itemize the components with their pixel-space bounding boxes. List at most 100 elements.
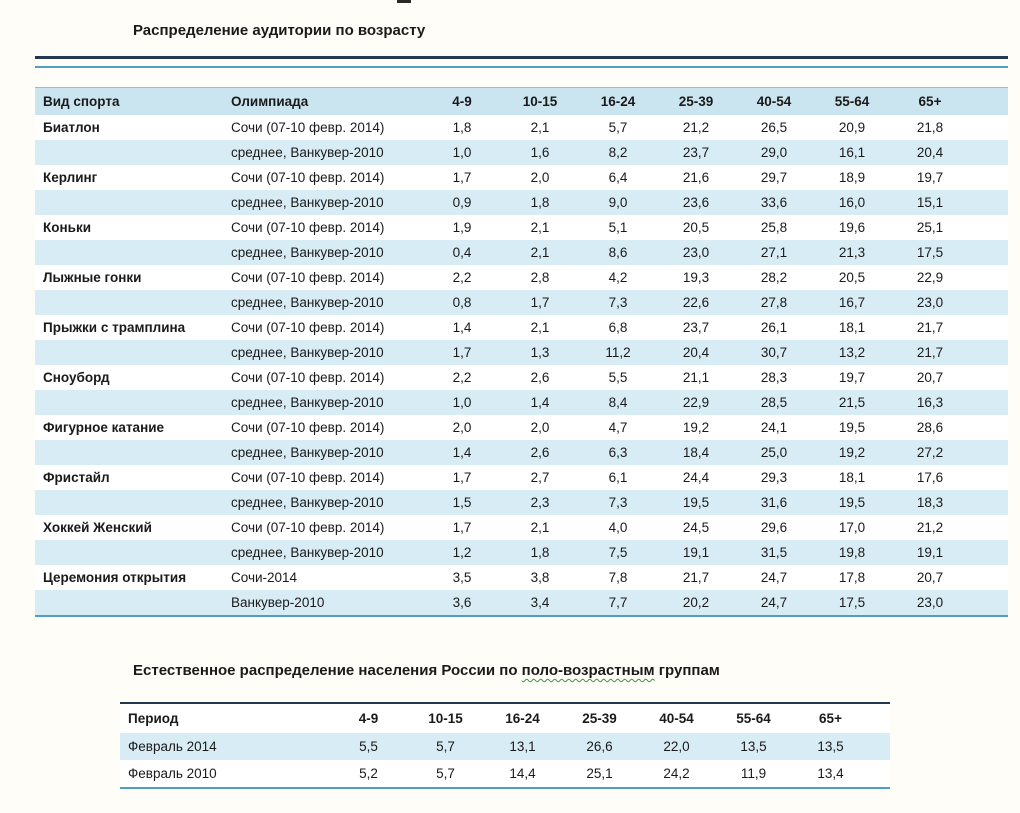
sport-cell (35, 440, 223, 465)
audience-header-row: Вид спорта Олимпиада 4-9 10-15 16-24 25-… (35, 87, 1008, 115)
olympiad-cell: Сочи (07-10 февр. 2014) (231, 270, 385, 285)
col-header-age-10-15: 10-15 (501, 87, 579, 115)
value-cell: 5,1 (608, 220, 628, 235)
value-cell: 2,2 (452, 370, 472, 385)
value-cell: 1,8 (452, 120, 472, 135)
value-cell: 25,1 (916, 220, 944, 235)
value-cell: 16,0 (813, 190, 891, 215)
olympiad-cell: среднее, Ванкувер-2010 (223, 390, 423, 415)
value-cell: 13,2 (813, 340, 891, 365)
olympiad-cell: среднее, Ванкувер-2010 (223, 240, 423, 265)
value-cell: 1,5 (423, 490, 501, 515)
value-cell: 8,6 (579, 240, 657, 265)
col-header-age-65-plus: 65+ (819, 711, 842, 726)
col-header-sport: Вид спорта (35, 87, 223, 115)
audience-table-row: Церемония открытия Сочи-2014 3,5 3,8 7,8 21,7… (35, 565, 1008, 590)
value-cell: 21,7 (916, 320, 944, 335)
value-cell: 1,4 (423, 440, 501, 465)
value-cell: 16,3 (891, 390, 969, 415)
value-cell: 2,6 (501, 440, 579, 465)
audience-table-row: среднее, Ванкувер-2010 1,7 1,3 11,2 20,4 30,7… (35, 340, 1008, 365)
value-cell: 33,6 (735, 190, 813, 215)
population-table-body: Февраль 2014 5,5 5,7 13,1 26,6 22,0 13,5 13,5 Фе… (120, 733, 890, 788)
value-cell: 20,4 (657, 340, 735, 365)
value-cell: 22,6 (657, 290, 735, 315)
col-header-age-65-plus: 65+ (891, 87, 969, 115)
value-cell: 1,7 (501, 290, 579, 315)
olympiad-cell: Сочи (07-10 февр. 2014) (231, 520, 385, 535)
value-cell: 23,6 (657, 190, 735, 215)
value-cell: 21,1 (682, 370, 710, 385)
value-cell: 0,4 (423, 240, 501, 265)
value-cell: 24,5 (682, 520, 710, 535)
value-cell: 1,7 (452, 470, 472, 485)
value-cell: 7,7 (579, 590, 657, 616)
row-spacer (969, 565, 1008, 590)
population-title-before: Естественное распределение населения Рос… (133, 662, 522, 679)
sport-cell: Прыжки с трамплина (43, 320, 186, 335)
value-cell: 19,2 (682, 420, 710, 435)
value-cell: 17,8 (838, 570, 866, 585)
value-cell: 24,7 (735, 590, 813, 616)
value-cell: 17,6 (916, 470, 944, 485)
row-spacer (969, 465, 1008, 490)
audience-by-age-table: Вид спорта Олимпиада 4-9 10-15 16-24 25-… (35, 87, 1008, 617)
row-spacer (969, 140, 1008, 165)
value-cell: 21,6 (682, 170, 710, 185)
row-spacer (969, 215, 1008, 240)
value-cell: 30,7 (735, 340, 813, 365)
col-header-age-16-24: 16-24 (505, 711, 540, 726)
value-cell: 18,4 (657, 440, 735, 465)
audience-table-row: среднее, Ванкувер-2010 1,5 2,3 7,3 19,5 31,6 1… (35, 490, 1008, 515)
sport-cell (35, 590, 223, 616)
value-cell: 20,7 (916, 570, 944, 585)
value-cell: 7,3 (579, 490, 657, 515)
olympiad-cell: Сочи (07-10 февр. 2014) (231, 220, 385, 235)
value-cell: 7,5 (579, 540, 657, 565)
value-cell: 3,6 (423, 590, 501, 616)
audience-table-row: среднее, Ванкувер-2010 1,2 1,8 7,5 19,1 31,5 1… (35, 540, 1008, 565)
value-cell: 20,9 (838, 120, 866, 135)
sport-cell: Сноуборд (43, 370, 110, 385)
value-cell: 1,2 (423, 540, 501, 565)
sport-cell (35, 390, 223, 415)
header-spacer (869, 703, 890, 733)
row-spacer (969, 340, 1008, 365)
value-cell: 18,9 (838, 170, 866, 185)
value-cell: 1,7 (452, 170, 472, 185)
col-header-age-16-24: 16-24 (579, 87, 657, 115)
value-cell: 2,7 (530, 470, 550, 485)
audience-table-title: Распределение аудитории по возрасту (133, 22, 426, 39)
value-cell: 20,5 (838, 270, 866, 285)
olympiad-cell: среднее, Ванкувер-2010 (223, 490, 423, 515)
audience-table-row: среднее, Ванкувер-2010 1,4 2,6 6,3 18,4 25,0 1… (35, 440, 1008, 465)
sport-cell: Хоккей Женский (43, 520, 152, 535)
value-cell: 29,3 (760, 470, 788, 485)
audience-table-row: Прыжки с трамплина Сочи (07-10 февр. 2014… (35, 315, 1008, 340)
row-spacer (969, 415, 1008, 440)
value-cell: 27,8 (735, 290, 813, 315)
row-spacer (969, 490, 1008, 515)
olympiad-cell: среднее, Ванкувер-2010 (223, 340, 423, 365)
value-cell: 21,7 (682, 570, 710, 585)
population-table-title: Естественное распределение населения Рос… (133, 662, 720, 679)
value-cell: 19,8 (813, 540, 891, 565)
value-cell: 13,5 (715, 733, 792, 760)
value-cell: 19,1 (891, 540, 969, 565)
olympiad-cell: Сочи (07-10 февр. 2014) (231, 320, 385, 335)
top-rule-navy (35, 56, 1008, 59)
olympiad-cell: Сочи (07-10 февр. 2014) (231, 370, 385, 385)
col-header-olympiad: Олимпиада (223, 87, 423, 115)
value-cell: 17,0 (838, 520, 866, 535)
olympiad-cell: среднее, Ванкувер-2010 (223, 440, 423, 465)
value-cell: 22,9 (657, 390, 735, 415)
value-cell: 29,6 (760, 520, 788, 535)
value-cell: 6,3 (579, 440, 657, 465)
sport-cell: Керлинг (43, 170, 98, 185)
value-cell: 23,0 (891, 290, 969, 315)
value-cell: 26,5 (760, 120, 788, 135)
value-cell: 5,5 (330, 733, 407, 760)
olympiad-cell: Сочи (07-10 февр. 2014) (231, 470, 385, 485)
value-cell: 4,7 (608, 420, 628, 435)
value-cell: 27,1 (735, 240, 813, 265)
